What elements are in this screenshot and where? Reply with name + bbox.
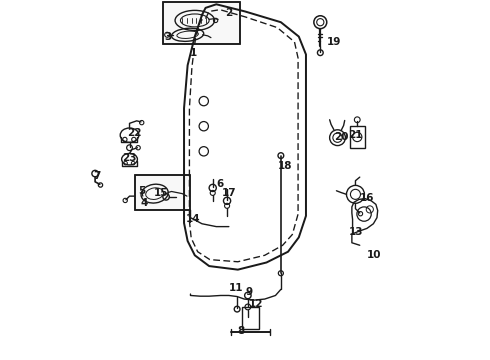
Bar — [135, 175, 190, 210]
Text: 12: 12 — [248, 299, 263, 309]
Text: 19: 19 — [327, 37, 341, 47]
Text: 8: 8 — [238, 326, 245, 336]
Bar — [242, 307, 259, 329]
Text: 3: 3 — [164, 32, 171, 41]
Text: 16: 16 — [360, 193, 374, 203]
Text: 2: 2 — [225, 8, 232, 18]
Text: 10: 10 — [367, 250, 381, 260]
Text: 13: 13 — [349, 227, 364, 237]
Text: 7: 7 — [94, 171, 101, 181]
Text: 9: 9 — [245, 287, 252, 297]
Text: 14: 14 — [186, 215, 201, 224]
Text: 23: 23 — [122, 153, 137, 163]
Text: 6: 6 — [216, 179, 223, 189]
Bar — [350, 126, 365, 148]
Bar — [135, 175, 190, 210]
Text: 22: 22 — [127, 129, 142, 138]
Text: 1: 1 — [189, 48, 196, 58]
Text: 20: 20 — [334, 132, 348, 142]
Bar — [163, 3, 240, 44]
Bar — [163, 3, 240, 44]
Text: 5: 5 — [138, 186, 146, 196]
Text: 4: 4 — [141, 198, 148, 208]
Text: 21: 21 — [348, 130, 363, 140]
Text: 11: 11 — [229, 283, 243, 293]
Text: 15: 15 — [153, 188, 168, 198]
Text: 17: 17 — [221, 188, 236, 198]
Text: 18: 18 — [278, 161, 293, 171]
